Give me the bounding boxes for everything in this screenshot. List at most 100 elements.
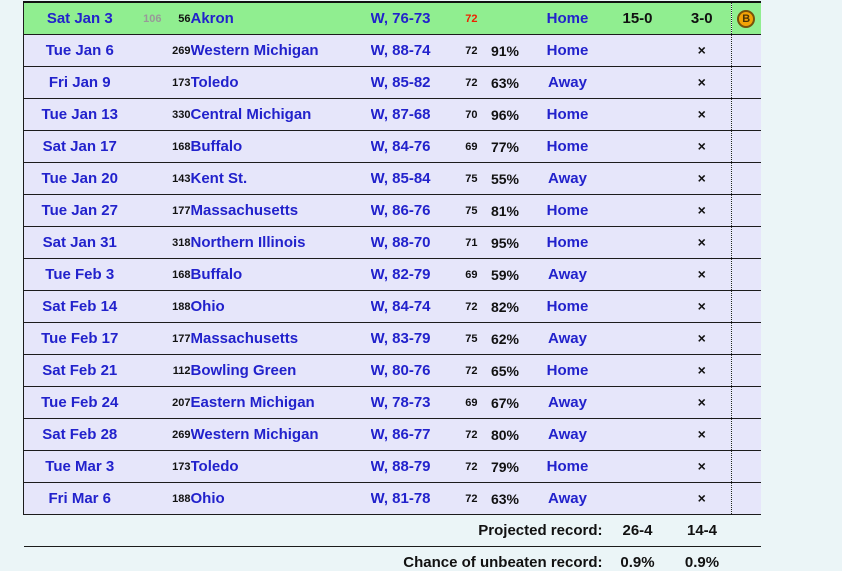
overall-record — [602, 66, 673, 99]
win-probability: 82% — [477, 290, 533, 323]
result-link[interactable]: W, 82-79 — [370, 258, 451, 291]
venue-label: Home — [532, 130, 603, 163]
game-row: Tue Feb 3 168 Buffalo W, 82-79 69 59% Away × — [23, 258, 761, 291]
result-link[interactable]: W, 88-74 — [370, 34, 451, 67]
venue-label: Away — [532, 482, 603, 515]
exclude-game-x-toggle[interactable]: × — [697, 74, 706, 90]
opponent-link[interactable]: Western Michigan — [190, 34, 371, 67]
exclude-game-x-toggle[interactable]: × — [697, 266, 706, 282]
game-date: Tue Jan 13 — [23, 98, 136, 131]
result-link[interactable]: W, 86-76 — [370, 194, 451, 227]
win-probability: 55% — [477, 162, 533, 195]
badge-cell: B — [731, 1, 761, 35]
game-row: Tue Jan 6 269 Western Michigan W, 88-74 72 91… — [23, 34, 761, 67]
venue-label: Away — [532, 386, 603, 419]
pregame-rank — [135, 226, 162, 259]
opponent-link[interactable]: Massachusetts — [190, 322, 371, 355]
result-link[interactable]: W, 86-77 — [370, 418, 451, 451]
opponent-link[interactable]: Buffalo — [190, 130, 371, 163]
boxscore-b-badge-icon[interactable]: B — [737, 10, 756, 29]
opponent-rank: 188 — [161, 290, 191, 323]
exclude-game-x-toggle[interactable]: × — [697, 490, 706, 506]
opponent-link[interactable]: Buffalo — [190, 258, 371, 291]
result-link[interactable]: W, 88-70 — [370, 226, 451, 259]
opponent-link[interactable]: Northern Illinois — [190, 226, 371, 259]
opponent-rank: 330 — [161, 98, 191, 131]
opponent-rank: 318 — [161, 226, 191, 259]
win-probability: 65% — [477, 354, 533, 387]
game-date: Fri Mar 6 — [23, 482, 136, 515]
game-date: Tue Jan 6 — [23, 34, 136, 67]
footer-label: Chance of unbeaten record: — [23, 546, 603, 571]
conf-record: × — [672, 322, 732, 355]
pregame-rank — [135, 386, 162, 419]
pregame-rank — [135, 354, 162, 387]
exclude-game-x-toggle[interactable]: × — [697, 42, 706, 58]
tempo-value: 69 — [450, 258, 478, 291]
opponent-rank: 269 — [161, 34, 191, 67]
badge-cell — [731, 194, 761, 227]
result-link[interactable]: W, 76-73 — [370, 1, 451, 35]
exclude-game-x-toggle[interactable]: × — [697, 426, 706, 442]
opponent-rank: 168 — [161, 130, 191, 163]
badge-cell — [731, 418, 761, 451]
overall-record — [602, 130, 673, 163]
result-link[interactable]: W, 84-76 — [370, 130, 451, 163]
overall-record: 15-0 — [602, 1, 673, 35]
tempo-value: 72 — [450, 482, 478, 515]
venue-label: Home — [532, 354, 603, 387]
result-link[interactable]: W, 81-78 — [370, 482, 451, 515]
pregame-rank — [135, 418, 162, 451]
footer-conference-value: 0.9% — [672, 546, 732, 571]
opponent-link[interactable]: Bowling Green — [190, 354, 371, 387]
badge-cell — [731, 130, 761, 163]
win-probability: 63% — [477, 482, 533, 515]
result-link[interactable]: W, 83-79 — [370, 322, 451, 355]
result-link[interactable]: W, 88-79 — [370, 450, 451, 483]
exclude-game-x-toggle[interactable]: × — [697, 234, 706, 250]
result-link[interactable]: W, 80-76 — [370, 354, 451, 387]
exclude-game-x-toggle[interactable]: × — [697, 170, 706, 186]
result-link[interactable]: W, 85-84 — [370, 162, 451, 195]
exclude-game-x-toggle[interactable]: × — [697, 298, 706, 314]
badge-cell — [731, 258, 761, 291]
result-link[interactable]: W, 85-82 — [370, 66, 451, 99]
opponent-link[interactable]: Western Michigan — [190, 418, 371, 451]
exclude-game-x-toggle[interactable]: × — [697, 362, 706, 378]
opponent-link[interactable]: Ohio — [190, 290, 371, 323]
conf-record: × — [672, 162, 732, 195]
overall-record — [602, 386, 673, 419]
result-link[interactable]: W, 84-74 — [370, 290, 451, 323]
overall-record — [602, 258, 673, 291]
opponent-link[interactable]: Massachusetts — [190, 194, 371, 227]
exclude-game-x-toggle[interactable]: × — [697, 202, 706, 218]
tempo-value: 72 — [450, 418, 478, 451]
badge-cell — [731, 322, 761, 355]
conf-record: × — [672, 66, 732, 99]
exclude-game-x-toggle[interactable]: × — [697, 106, 706, 122]
conf-record: × — [672, 386, 732, 419]
overall-record — [602, 162, 673, 195]
conf-record: × — [672, 194, 732, 227]
result-link[interactable]: W, 78-73 — [370, 386, 451, 419]
exclude-game-x-toggle[interactable]: × — [697, 394, 706, 410]
footer-row: Projected record: 26-4 14-4 — [23, 514, 761, 547]
opponent-link[interactable]: Eastern Michigan — [190, 386, 371, 419]
opponent-link[interactable]: Toledo — [190, 66, 371, 99]
win-probability: 79% — [477, 450, 533, 483]
tempo-value: 75 — [450, 162, 478, 195]
opponent-link[interactable]: Toledo — [190, 450, 371, 483]
pregame-rank — [135, 130, 162, 163]
opponent-link[interactable]: Central Michigan — [190, 98, 371, 131]
result-link[interactable]: W, 87-68 — [370, 98, 451, 131]
exclude-game-x-toggle[interactable]: × — [697, 138, 706, 154]
pregame-rank — [135, 322, 162, 355]
footer-overall-value: 0.9% — [602, 546, 673, 571]
exclude-game-x-toggle[interactable]: × — [697, 458, 706, 474]
game-date: Sat Feb 14 — [23, 290, 136, 323]
opponent-link[interactable]: Akron — [190, 1, 371, 35]
exclude-game-x-toggle[interactable]: × — [697, 330, 706, 346]
badge-cell — [731, 66, 761, 99]
opponent-link[interactable]: Kent St. — [190, 162, 371, 195]
opponent-link[interactable]: Ohio — [190, 482, 371, 515]
